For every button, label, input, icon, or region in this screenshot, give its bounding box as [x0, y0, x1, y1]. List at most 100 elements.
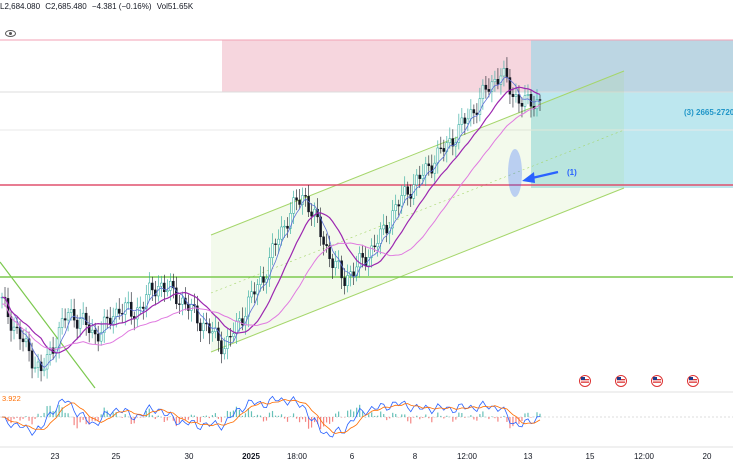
histogram-bar	[521, 417, 523, 422]
candle-body	[232, 333, 235, 337]
histogram-bar	[356, 407, 358, 417]
candle-body	[295, 197, 298, 201]
candle-body	[346, 275, 349, 286]
candle-body	[60, 318, 64, 328]
candle-body	[508, 77, 512, 95]
candle-body	[304, 195, 307, 197]
candle-body	[373, 245, 376, 248]
histogram-bar	[163, 417, 165, 422]
candle-body	[448, 138, 452, 143]
candle-body	[21, 338, 25, 343]
candle-body	[415, 174, 419, 186]
candle-body	[400, 195, 403, 207]
eye-icon[interactable]	[5, 30, 16, 37]
histogram-bar	[283, 417, 286, 419]
histogram-bar	[518, 417, 520, 424]
time-tick-label: 8	[413, 452, 418, 461]
candle-body	[490, 81, 494, 92]
candle-body	[142, 306, 145, 309]
candle-body	[250, 291, 253, 298]
candle-body	[358, 253, 361, 268]
candle-body	[145, 294, 148, 309]
candle-body	[136, 307, 139, 320]
histogram-bar	[175, 417, 177, 427]
candle-body	[39, 361, 43, 372]
histogram-bar	[307, 417, 310, 429]
histogram-bar	[491, 416, 493, 417]
histogram-bar	[76, 417, 78, 429]
candle-body	[24, 338, 28, 343]
histogram-bar	[332, 417, 334, 422]
candle-body	[69, 309, 73, 313]
candle-body	[117, 308, 121, 314]
histogram-bar	[359, 404, 361, 417]
histogram-bar	[286, 417, 289, 422]
candle-body	[382, 224, 385, 230]
candle-body	[460, 117, 464, 125]
histogram-bar	[395, 413, 397, 417]
candle-body	[108, 317, 112, 325]
histogram-bar	[362, 411, 364, 417]
time-tick-label: 12:00	[457, 452, 478, 461]
histogram-bar	[326, 417, 328, 423]
candle-body	[376, 243, 379, 248]
macd-line	[1, 395, 541, 438]
candle-body	[190, 304, 193, 311]
histogram-bar	[112, 412, 114, 417]
candle-body	[15, 326, 19, 329]
histogram-bar	[422, 417, 424, 418]
histogram-bar	[34, 417, 36, 420]
histogram-bar	[241, 415, 244, 417]
candle-body	[502, 68, 506, 77]
histogram-bar	[482, 411, 484, 417]
candle-body	[36, 361, 40, 368]
candle-body	[427, 163, 431, 167]
histogram-bar	[515, 417, 517, 423]
target-stop-zone	[531, 40, 733, 92]
candle-body	[538, 99, 542, 101]
candle-body	[526, 94, 530, 97]
histogram-bar	[19, 417, 21, 421]
time-tick-label: 2025	[242, 452, 260, 461]
histogram-bar	[446, 415, 448, 417]
histogram-bar	[28, 417, 30, 421]
candle-body	[406, 186, 410, 195]
volume-value: Vol51.65K	[156, 2, 194, 11]
candle-body	[334, 261, 337, 268]
histogram-bar	[488, 417, 490, 420]
candle-body	[331, 258, 334, 268]
histogram-bar	[464, 417, 466, 418]
candle-body	[253, 291, 256, 295]
us-flag-icon	[651, 375, 663, 387]
stop-zone	[222, 40, 531, 92]
histogram-bar	[443, 417, 445, 419]
histogram-bar	[452, 417, 454, 422]
event-flags[interactable]	[579, 375, 699, 387]
candle-body	[430, 165, 434, 174]
target-zone	[531, 92, 733, 188]
candle-body	[235, 320, 238, 334]
histogram-bar	[416, 415, 418, 417]
candle-body	[238, 318, 241, 322]
candle-body	[466, 118, 470, 124]
histogram-bar	[368, 414, 370, 417]
histogram-bar	[425, 414, 427, 417]
candle-body	[84, 312, 88, 325]
candle-body	[442, 148, 446, 152]
histogram-bar	[329, 417, 331, 424]
candle-body	[352, 271, 355, 276]
histogram-bar	[121, 417, 123, 418]
histogram-bar	[259, 415, 262, 417]
candle-body	[505, 68, 509, 78]
candle-body	[478, 98, 482, 115]
candle-body	[126, 301, 130, 304]
histogram-bar	[193, 415, 195, 417]
low-value: L2,684.080	[0, 2, 41, 11]
histogram-bar	[37, 413, 39, 417]
histogram-bar	[295, 417, 298, 419]
candle-body	[418, 174, 422, 179]
candle-body	[72, 309, 76, 321]
histogram-bar	[455, 417, 457, 420]
candle-body	[139, 306, 142, 309]
